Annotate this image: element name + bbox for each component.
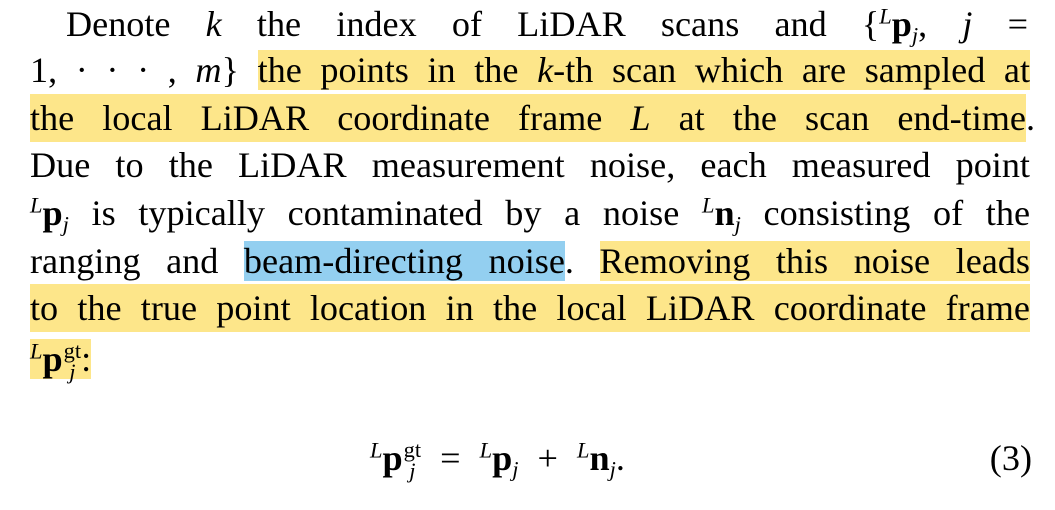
paragraph-line-3: the local LiDAR coordinate frame L at th… [30, 94, 1035, 142]
superscript-L: L [30, 192, 43, 218]
paragraph-line-2: 1, · · · , m} the points in the k-th sca… [30, 46, 1031, 94]
period: . [615, 438, 625, 478]
superscript-L: L [576, 437, 590, 463]
var-k: k [537, 50, 554, 90]
highlight-text: the local LiDAR coordinate frame [30, 98, 603, 138]
vector-p: p [42, 193, 63, 233]
var-m: m [195, 50, 222, 90]
superscript-gt: gt [403, 436, 422, 462]
vector-n: n [589, 438, 610, 478]
period: . [1026, 98, 1036, 138]
vector-n: n [714, 193, 735, 233]
super-sub-stack: gt j [403, 436, 422, 483]
text-ranging: ranging and [30, 241, 219, 281]
super-sub-stack: gt j [63, 337, 82, 384]
superscript-L: L [701, 192, 715, 218]
subscript-j: j [911, 22, 919, 48]
paragraph-line-1: Denote k the index of LiDAR scans and {L… [66, 0, 1028, 48]
plus-sign: + [537, 438, 558, 478]
beam-noise-group: beam-directing noise. [243, 241, 574, 281]
highlight-yellow-4: to the true point location in the local … [30, 284, 1030, 332]
vector-p: p [382, 438, 403, 478]
vector-p: p [42, 339, 63, 379]
brace-open: { [861, 4, 880, 44]
equation-number: (3) [989, 438, 1032, 478]
equation: Lp gt j = Lpj + Lnj. [370, 428, 625, 488]
paragraph-line-5: Lpj is typically contaminated by a noise… [30, 189, 1030, 237]
brace-close: } [221, 50, 239, 90]
text-index-of-scans: the index of LiDAR scans and [256, 4, 827, 44]
set-range: 1, · · · , m} [30, 50, 239, 90]
subscript-j: j [69, 358, 76, 384]
highlight-blue: beam-directing noise [243, 241, 565, 281]
highlight-text-2: -th scan which are sampled at [553, 50, 1031, 90]
highlight-yellow-1: the points in the k-th scan which are sa… [257, 50, 1031, 90]
var-j: j [962, 4, 973, 44]
range-text: 1, · · · , [30, 50, 196, 90]
measured-point: Lpj [30, 192, 69, 235]
highlight-text-2: at the scan end-time [678, 98, 1026, 138]
superscript-L: L [30, 338, 43, 364]
paragraph-line-4: Due to the LiDAR measurement noise, each… [30, 145, 1030, 185]
superscript-L: L [879, 3, 892, 29]
equals-sign: = [440, 438, 461, 478]
vector-p: p [891, 4, 912, 44]
period: . [564, 241, 574, 281]
noise-vector: Lnj [701, 192, 741, 235]
equals-sign: = [1007, 4, 1028, 44]
comma: , [918, 4, 963, 44]
highlight-yellow-5: Lp gt j: [30, 338, 92, 383]
var-L: L [630, 98, 651, 138]
superscript-gt: gt [63, 337, 82, 363]
paragraph-line-7: to the true point location in the local … [30, 284, 1030, 332]
text-consisting: consisting of the [763, 193, 1031, 233]
subscript-j: j [62, 211, 69, 237]
colon: : [81, 339, 92, 379]
subscript-j: j [609, 456, 616, 482]
subscript-j: j [409, 457, 416, 483]
paragraph-line-8: Lp gt j: [30, 335, 1030, 383]
vector-p: p [492, 438, 513, 478]
highlight-text: the points in the [257, 50, 519, 90]
highlight-yellow-3: Removing this noise leads [599, 241, 1030, 281]
set-expression: {Lpj, j [861, 3, 973, 46]
highlight-yellow-2: the local LiDAR coordinate frame L at th… [30, 94, 1026, 142]
text-contaminated: is typically contaminated by a noise [91, 193, 680, 233]
superscript-L: L [479, 437, 493, 463]
var-k: k [205, 4, 222, 44]
superscript-L: L [370, 437, 383, 463]
paragraph-line-6: ranging and beam-directing noise. Removi… [30, 237, 1030, 285]
subscript-j: j [734, 211, 741, 237]
subscript-j: j [512, 456, 519, 482]
text-denote: Denote [66, 4, 171, 44]
